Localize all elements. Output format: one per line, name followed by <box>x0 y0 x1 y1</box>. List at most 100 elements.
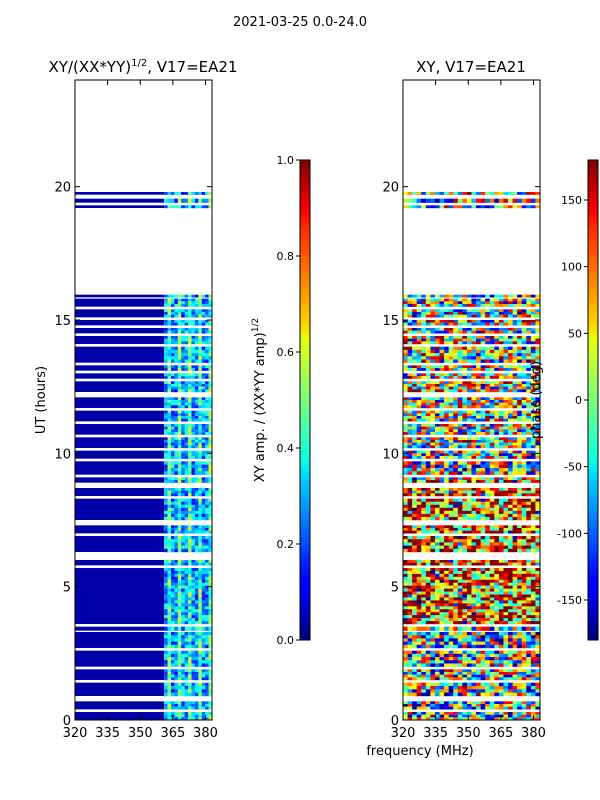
right-heat-cell <box>412 525 417 529</box>
right-heat-cell <box>471 525 477 529</box>
left-heat-cell <box>198 450 203 454</box>
right-heat-cell <box>434 672 440 675</box>
right-heat-cell <box>439 600 445 604</box>
right-heat-cell <box>466 504 472 509</box>
right-heat-cell <box>403 560 408 563</box>
right-heat-cell <box>471 612 477 616</box>
right-heat-cell <box>503 381 509 385</box>
right-heat-cell <box>489 386 495 390</box>
right-heat-cell <box>457 432 463 435</box>
right-heat-cell <box>476 330 481 334</box>
right-heat-cell <box>494 542 500 546</box>
left-heat-cell <box>201 353 206 357</box>
right-heat-cell <box>453 410 459 414</box>
right-heat-cell <box>425 672 431 675</box>
left-heat-cell <box>191 597 196 601</box>
right-heat-cell <box>434 528 440 531</box>
right-heat-cell <box>476 585 481 589</box>
right-heat-cell <box>439 663 445 667</box>
right-heat-cell <box>494 609 500 613</box>
right-heat-cell <box>412 609 417 613</box>
right-heat-cell <box>425 386 431 390</box>
right-heat-cell <box>521 328 527 331</box>
left-heat-cell <box>191 205 196 209</box>
right-heat-cell <box>453 468 459 472</box>
right-heat-cell <box>421 365 427 369</box>
right-heat-cell <box>485 384 491 387</box>
left-heat-cell <box>208 701 212 705</box>
left-heat-cell <box>205 635 209 639</box>
left-heat-cell <box>205 706 209 710</box>
right-heat-cell <box>485 626 491 631</box>
right-heat-cell <box>466 488 472 491</box>
right-heat-cell <box>457 660 463 664</box>
right-heat-cell <box>512 674 518 678</box>
right-heat-cell <box>494 585 500 589</box>
right-heat-cell <box>476 384 481 387</box>
right-heat-cell <box>494 507 500 512</box>
right-heat-cell <box>508 341 513 345</box>
right-heat-cell <box>439 626 445 631</box>
left-heat-row <box>75 477 165 483</box>
right-heat-cell <box>403 585 408 589</box>
right-heat-cell <box>444 582 449 586</box>
right-heat-cell <box>439 653 445 658</box>
right-heat-cell <box>462 644 468 649</box>
right-heat-cell <box>508 632 513 636</box>
right-heat-cell <box>439 330 445 334</box>
right-heat-cell <box>457 338 463 342</box>
right-heat-cell <box>439 706 445 710</box>
right-heat-cell <box>444 416 449 419</box>
left-heat-cell <box>167 353 172 357</box>
right-heat-cell <box>489 445 495 449</box>
left-heat-cell <box>201 205 206 209</box>
left-heat-cell <box>208 573 212 578</box>
right-heat-cell <box>480 560 486 563</box>
left-heat-cell <box>191 488 196 491</box>
left-heat-cell <box>191 618 196 622</box>
left-heat-cell <box>177 704 182 707</box>
left-heat-cell <box>198 704 203 707</box>
right-heat-cell <box>462 416 468 419</box>
right-heat-cell <box>425 410 431 414</box>
right-heat-cell <box>457 513 463 518</box>
right-heat-cell <box>517 682 523 687</box>
right-heat-cell <box>444 618 449 622</box>
right-heat-cell <box>480 606 486 610</box>
right-heat-cell <box>480 672 486 675</box>
right-heat-cell <box>416 471 422 475</box>
right-heat-cell <box>425 429 431 433</box>
right-heat-cell <box>412 686 417 690</box>
right-heat-cell <box>462 410 468 414</box>
right-heat-cell <box>508 464 513 469</box>
left-heat-cell <box>181 490 185 494</box>
left-heat-cell <box>191 376 196 379</box>
right-heat-cell <box>444 346 449 351</box>
right-heat-cell <box>485 674 491 678</box>
right-heat-cell <box>471 560 477 563</box>
right-heat-cell <box>494 669 500 673</box>
right-heat-cell <box>476 657 481 661</box>
right-heat-cell <box>466 429 472 433</box>
left-heat-cell <box>170 528 175 531</box>
right-heat-cell <box>526 689 532 693</box>
left-heat-cell <box>191 669 196 673</box>
right-heat-cell <box>403 618 408 622</box>
right-heat-cell <box>503 461 509 465</box>
right-heat-cell <box>412 440 417 443</box>
right-heat-cell <box>535 389 540 393</box>
right-heat-cell <box>480 588 486 592</box>
right-heat-cell <box>494 615 500 619</box>
right-heat-cell <box>466 437 472 441</box>
right-heat-cell <box>412 359 417 363</box>
right-heat-cell <box>444 338 449 342</box>
right-heat-cell <box>434 504 440 509</box>
right-heat-cell <box>439 644 445 649</box>
right-heat-cell <box>489 657 495 661</box>
left-heat-cell <box>167 632 172 636</box>
left-heat-cell <box>191 568 196 572</box>
right-heat-cell <box>403 597 408 601</box>
right-heat-cell <box>503 706 509 710</box>
right-heat-cell <box>517 677 523 681</box>
right-heat-cell <box>526 600 532 604</box>
